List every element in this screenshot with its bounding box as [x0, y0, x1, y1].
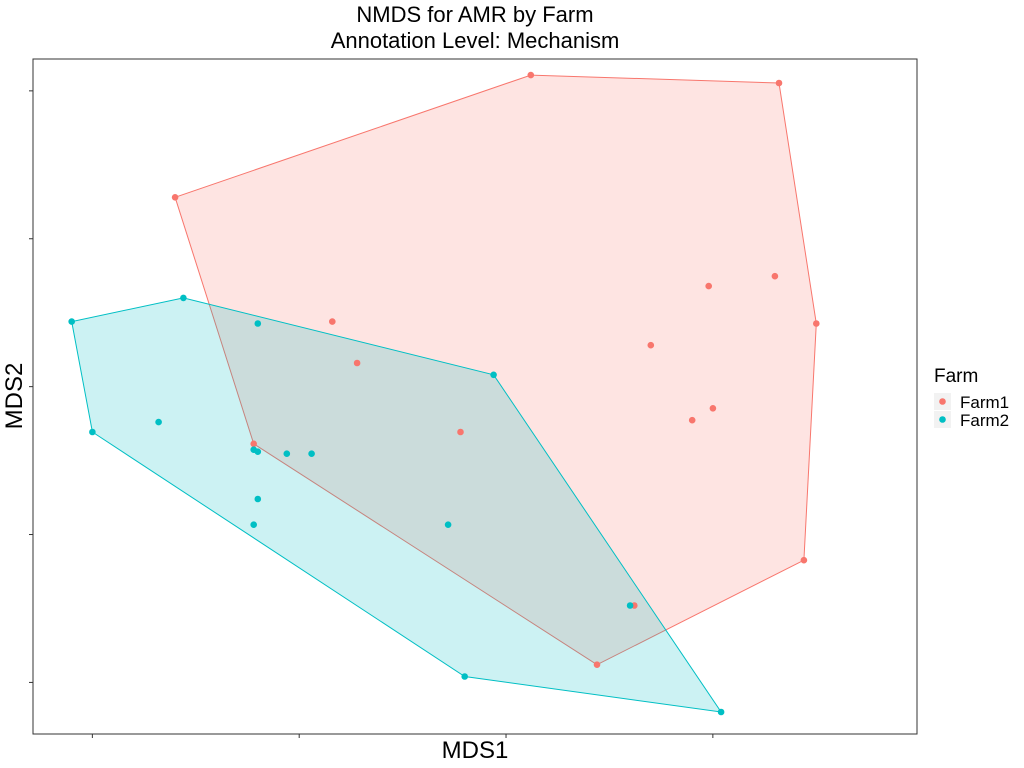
- point-farm1-3: [813, 320, 820, 327]
- plot-panel-border: [32, 58, 918, 735]
- y-axis-ticks: [29, 90, 33, 683]
- chart-subtitle: Annotation Level: Mechanism: [331, 28, 620, 53]
- legend-marker-farm1: [939, 398, 946, 405]
- point-farm1-12: [457, 428, 464, 436]
- point-farm1-4: [800, 556, 808, 564]
- y-axis-label: MDS2: [1, 363, 28, 430]
- point-farm2-9: [254, 448, 262, 456]
- hull-farm1: [174, 74, 817, 666]
- point-farm2-7: [254, 320, 262, 327]
- point-layer: [68, 71, 820, 716]
- x-axis-ticks: [91, 734, 714, 738]
- point-farm1-13: [688, 416, 696, 424]
- point-farm2-6: [155, 418, 162, 426]
- point-farm2-4: [461, 673, 469, 680]
- point-farm2-5: [89, 428, 96, 436]
- point-farm2-12: [254, 495, 262, 503]
- point-farm1-10: [771, 272, 779, 280]
- legend-title: Farm: [934, 366, 978, 387]
- point-farm1-2: [775, 79, 783, 87]
- point-farm2-0: [68, 318, 75, 325]
- point-farm2-1: [180, 294, 187, 302]
- point-farm1-14: [709, 405, 717, 412]
- point-farm2-15: [626, 602, 634, 609]
- point-farm1-5: [593, 661, 601, 668]
- legend-marker-farm2: [939, 416, 946, 423]
- point-farm2-13: [250, 521, 257, 528]
- point-farm2-3: [717, 708, 725, 716]
- hull-layer: [71, 74, 817, 713]
- point-farm2-10: [283, 450, 291, 458]
- point-farm2-14: [444, 521, 452, 528]
- point-farm1-7: [329, 318, 336, 325]
- point-farm1-1: [527, 71, 535, 79]
- point-farm1-8: [353, 359, 361, 367]
- point-farm1-11: [647, 341, 655, 349]
- point-farm2-2: [490, 371, 497, 379]
- point-farm2-11: [308, 450, 315, 458]
- legend-label-farm2: Farm2: [960, 411, 1009, 430]
- point-farm1-6: [250, 440, 257, 448]
- legend-label-farm1: Farm1: [960, 393, 1009, 412]
- x-axis-label: MDS1: [442, 737, 509, 764]
- point-farm1-9: [705, 282, 712, 290]
- point-farm1-0: [171, 194, 179, 201]
- chart-title: NMDS for AMR by Farm: [356, 2, 593, 27]
